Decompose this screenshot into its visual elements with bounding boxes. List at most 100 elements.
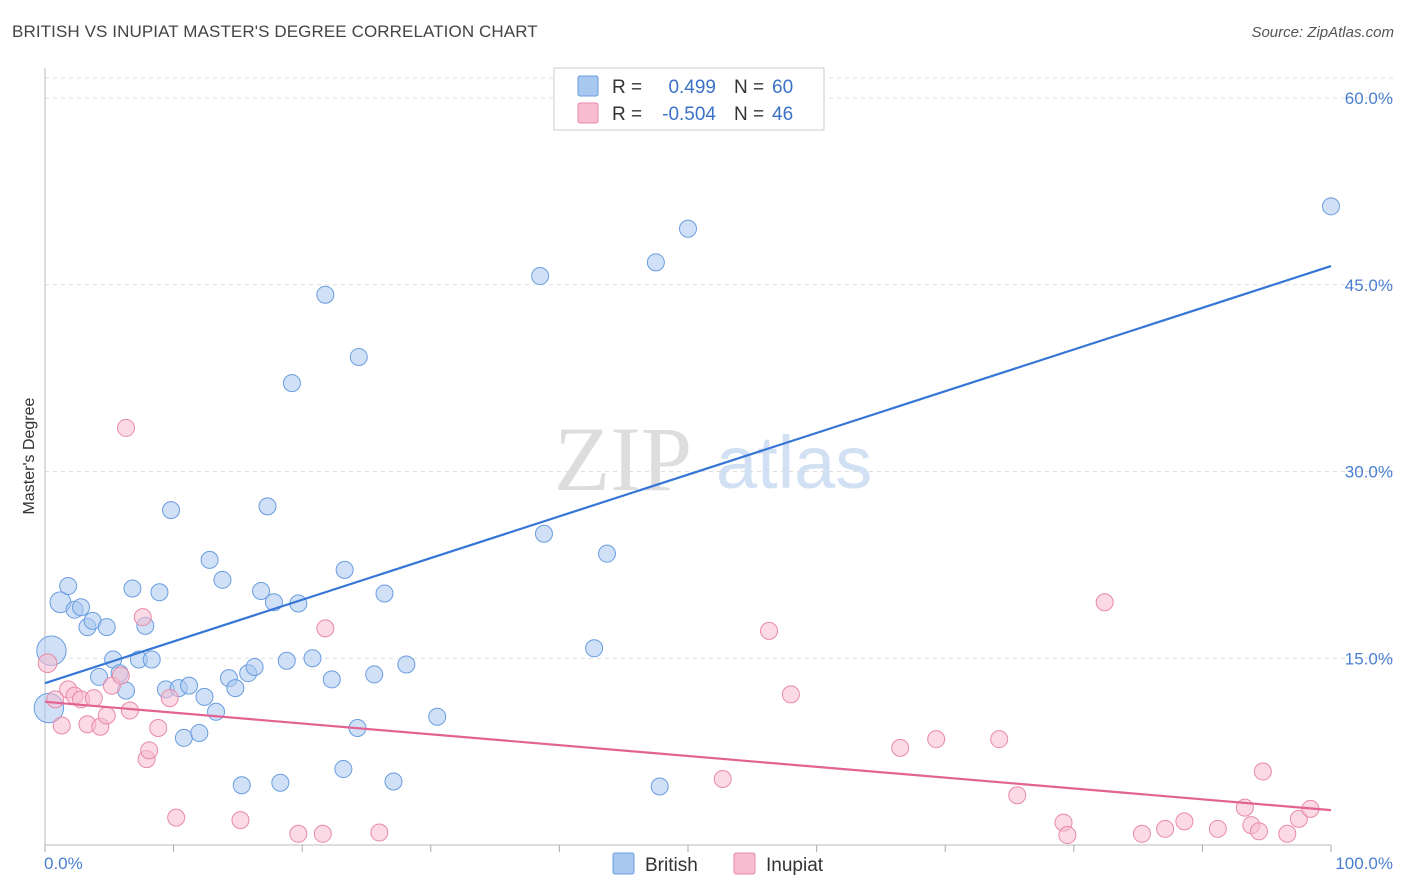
series-legend-swatch-inupiat: [733, 852, 756, 875]
inupiat-point: [891, 738, 910, 757]
british-point: [245, 657, 264, 676]
british-point: [282, 374, 301, 393]
british-point: [585, 639, 604, 658]
x-tick-label: 0.0%: [44, 854, 83, 873]
legend-n-value: 46: [772, 104, 793, 125]
series-legend-swatch-british: [612, 852, 635, 875]
british-point: [190, 723, 209, 742]
watermark-atlas: atlas: [716, 421, 872, 504]
british-point: [150, 583, 169, 602]
british-point: [349, 347, 368, 366]
inupiat-point: [37, 653, 58, 674]
british-point: [180, 676, 199, 695]
inupiat-point: [781, 685, 800, 704]
inupiat-point: [133, 608, 152, 627]
british-point: [650, 777, 669, 796]
british-point: [365, 665, 384, 684]
trend-lines: [44, 265, 1332, 812]
y-tick-labels: 15.0% 30.0% 45.0% 60.0%: [1345, 89, 1393, 668]
y-axis-label: Master's Degree: [21, 397, 38, 514]
legend-r-value: 0.499: [668, 77, 716, 98]
british-point: [375, 584, 394, 603]
inupiat-point: [149, 718, 168, 737]
correlation-legend: R = 0.499 N = 60 R = -0.504 N = 46: [553, 67, 825, 131]
legend-r-value: -0.504: [662, 104, 716, 125]
british-points: [33, 197, 1340, 796]
x-tick-labels: 0.0% 100.0%: [44, 854, 1393, 873]
inupiat-point: [927, 730, 946, 749]
british-point: [59, 577, 78, 596]
series-legend-label-inupiat: Inupiat: [766, 855, 824, 876]
inupiat-point: [231, 811, 250, 830]
british-point: [335, 560, 354, 579]
british-point: [679, 219, 697, 238]
inupiat-point: [1058, 826, 1077, 845]
inupiat-point: [289, 824, 308, 843]
inupiat-point: [316, 619, 335, 638]
british-point: [316, 285, 335, 304]
inupiat-point: [52, 716, 71, 735]
watermark: ZIP atlas: [554, 408, 872, 510]
british-point: [195, 687, 214, 706]
british-point: [174, 728, 193, 747]
inupiat-points: [37, 418, 1320, 845]
inupiat-point: [1208, 819, 1227, 838]
series-legend: British Inupiat: [612, 852, 824, 876]
british-point: [123, 579, 142, 598]
inupiat-point: [84, 689, 103, 708]
british-point: [334, 760, 353, 779]
y-tick-label: 45.0%: [1345, 276, 1393, 295]
y-tick-label: 15.0%: [1345, 649, 1393, 668]
x-tick-label: 100.0%: [1335, 854, 1393, 873]
british-point: [90, 667, 109, 686]
british-point: [428, 707, 447, 726]
british-point: [226, 679, 245, 698]
british-trend-line: [44, 265, 1332, 685]
grid-lines: [45, 77, 1394, 659]
british-point: [97, 618, 116, 637]
y-tick-label: 60.0%: [1345, 89, 1393, 108]
inupiat-point: [1156, 819, 1175, 838]
inupiat-point: [1175, 812, 1194, 831]
watermark-zip: ZIP: [554, 408, 692, 510]
british-point: [258, 497, 277, 516]
legend-swatch-british: [577, 75, 599, 97]
inupiat-point: [97, 706, 116, 725]
inupiat-point: [111, 666, 130, 685]
legend-n-label: N =: [734, 77, 764, 98]
inupiat-point: [167, 808, 186, 827]
inupiat-trend-line: [44, 700, 1332, 812]
legend-swatch-inupiat: [577, 102, 599, 124]
british-point: [397, 655, 416, 674]
british-point: [322, 670, 341, 689]
british-point: [200, 550, 219, 569]
british-point: [213, 570, 232, 589]
inupiat-point: [1278, 824, 1297, 843]
inupiat-point: [370, 823, 389, 842]
chart-source: Source: ZipAtlas.com: [1251, 24, 1394, 41]
british-point: [72, 598, 91, 617]
inupiat-point: [140, 741, 159, 760]
british-point: [534, 524, 553, 543]
legend-n-value: 60: [772, 77, 793, 98]
british-point: [142, 650, 161, 669]
inupiat-point: [713, 770, 732, 789]
inupiat-point: [1132, 824, 1151, 843]
legend-box: [553, 67, 825, 131]
inupiat-point: [117, 418, 136, 437]
british-point: [271, 773, 290, 792]
y-tick-label: 30.0%: [1345, 463, 1393, 482]
legend-r-label: R =: [612, 77, 642, 98]
chart-title: BRITISH VS INUPIAT MASTER'S DEGREE CORRE…: [12, 22, 538, 41]
legend-n-label: N =: [734, 104, 764, 125]
inupiat-point: [160, 689, 179, 708]
british-point: [277, 651, 296, 670]
british-point: [384, 772, 403, 791]
british-point: [303, 649, 322, 668]
british-point: [252, 582, 271, 601]
inupiat-point: [1249, 822, 1268, 841]
inupiat-point: [760, 621, 779, 640]
series-legend-label-british: British: [645, 855, 698, 876]
british-point: [531, 267, 550, 286]
